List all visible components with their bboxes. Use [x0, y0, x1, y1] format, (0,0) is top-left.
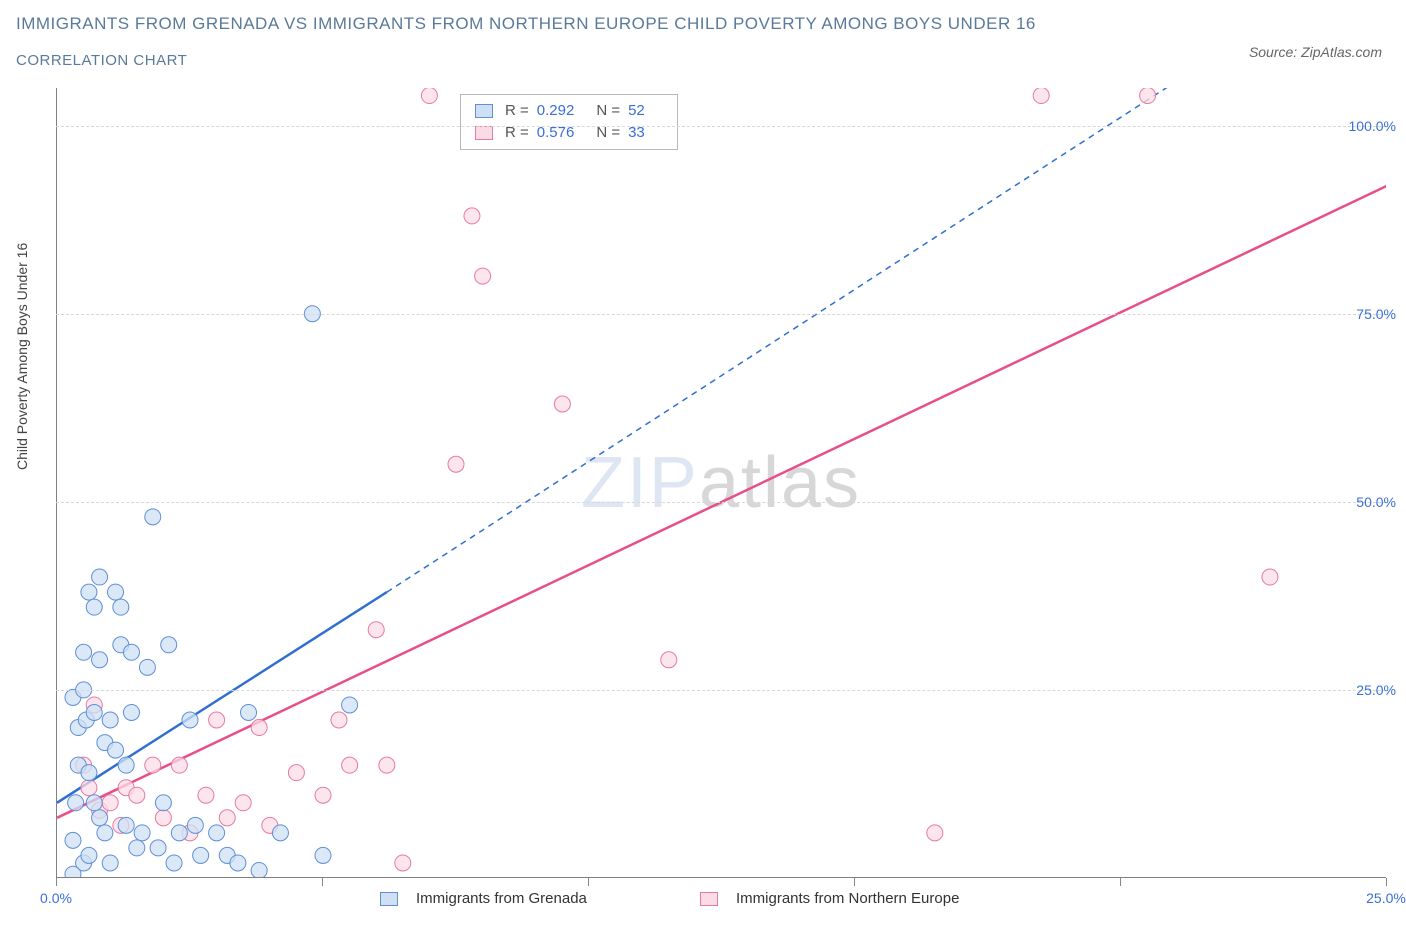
data-point-a: [129, 840, 145, 856]
data-point-a: [81, 765, 97, 781]
data-point-a: [92, 652, 108, 668]
data-point-a: [118, 757, 134, 773]
data-point-b: [661, 652, 677, 668]
data-point-a: [118, 817, 134, 833]
data-point-a: [102, 712, 118, 728]
data-point-a: [182, 712, 198, 728]
swatch-series-a: [475, 104, 493, 118]
data-point-a: [315, 847, 331, 863]
data-point-b: [209, 712, 225, 728]
data-point-a: [171, 825, 187, 841]
data-point-b: [81, 780, 97, 796]
data-point-b: [129, 787, 145, 803]
data-point-b: [448, 456, 464, 472]
data-point-b: [368, 622, 384, 638]
x-tick-label: 25.0%: [1366, 890, 1406, 906]
swatch-series-b-icon: [700, 892, 718, 906]
data-point-b: [155, 810, 171, 826]
data-point-b: [395, 855, 411, 871]
x-tick-label: 0.0%: [40, 890, 72, 906]
y-axis-title: Child Poverty Among Boys Under 16: [14, 243, 30, 470]
data-point-a: [108, 742, 124, 758]
data-point-a: [102, 855, 118, 871]
data-point-a: [108, 584, 124, 600]
data-point-b: [1033, 88, 1049, 104]
data-point-b: [421, 88, 437, 104]
data-point-b: [554, 396, 570, 412]
data-point-a: [209, 825, 225, 841]
data-point-a: [81, 584, 97, 600]
data-point-b: [464, 208, 480, 224]
chart-title: IMMIGRANTS FROM GRENADA VS IMMIGRANTS FR…: [16, 14, 1036, 34]
data-point-a: [86, 599, 102, 615]
legend-row-series-a: R = 0.292 N = 52: [475, 100, 663, 122]
data-point-a: [230, 855, 246, 871]
data-point-a: [145, 509, 161, 525]
data-point-b: [171, 757, 187, 773]
data-point-a: [97, 825, 113, 841]
data-point-a: [193, 847, 209, 863]
data-point-a: [187, 817, 203, 833]
data-point-a: [161, 637, 177, 653]
data-point-a: [68, 795, 84, 811]
data-point-a: [150, 840, 166, 856]
data-point-b: [1262, 569, 1278, 585]
source-attribution: Source: ZipAtlas.com: [1249, 44, 1382, 60]
data-point-a: [272, 825, 288, 841]
legend-series-b: Immigrants from Northern Europe: [700, 890, 959, 907]
data-point-b: [927, 825, 943, 841]
data-point-a: [123, 644, 139, 660]
data-point-b: [145, 757, 161, 773]
scatter-plot: [56, 88, 1386, 878]
y-tick-label: 100.0%: [1349, 118, 1396, 134]
data-point-b: [342, 757, 358, 773]
data-point-b: [379, 757, 395, 773]
chart-subtitle: CORRELATION CHART: [16, 52, 1036, 69]
legend-series-a: Immigrants from Grenada: [380, 890, 587, 907]
data-point-b: [102, 795, 118, 811]
data-point-a: [65, 866, 81, 878]
data-point-a: [139, 659, 155, 675]
data-point-b: [235, 795, 251, 811]
data-point-b: [198, 787, 214, 803]
data-point-a: [155, 795, 171, 811]
data-point-a: [92, 810, 108, 826]
data-point-a: [241, 704, 257, 720]
data-point-a: [342, 697, 358, 713]
data-point-a: [166, 855, 182, 871]
y-tick-label: 75.0%: [1356, 306, 1396, 322]
data-point-a: [251, 862, 267, 878]
data-point-a: [123, 704, 139, 720]
chart-plot-area: ZIPatlas: [56, 88, 1386, 878]
swatch-series-a-icon: [380, 892, 398, 906]
data-point-b: [288, 765, 304, 781]
data-point-a: [86, 704, 102, 720]
correlation-legend: R = 0.292 N = 52 R = 0.576 N = 33: [460, 94, 678, 150]
data-point-b: [219, 810, 235, 826]
data-point-b: [251, 720, 267, 736]
y-tick-label: 50.0%: [1356, 494, 1396, 510]
data-point-b: [1140, 88, 1156, 104]
data-point-a: [65, 832, 81, 848]
data-point-a: [76, 644, 92, 660]
data-point-b: [475, 268, 491, 284]
swatch-series-b: [475, 126, 493, 140]
data-point-a: [113, 599, 129, 615]
y-tick-label: 25.0%: [1356, 682, 1396, 698]
data-point-a: [92, 569, 108, 585]
data-point-b: [315, 787, 331, 803]
data-point-a: [134, 825, 150, 841]
data-point-b: [331, 712, 347, 728]
data-point-a: [81, 847, 97, 863]
data-point-a: [86, 795, 102, 811]
